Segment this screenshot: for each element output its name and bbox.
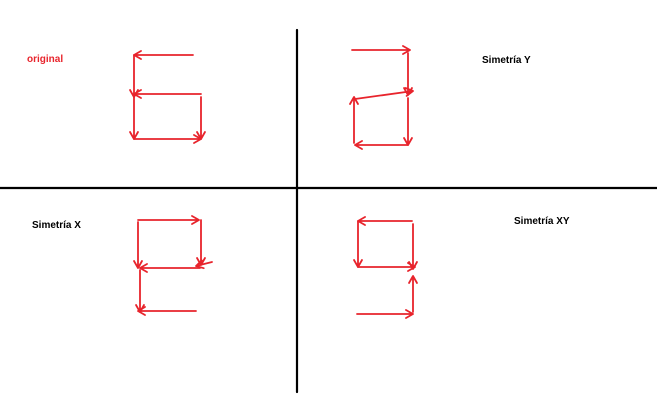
quadrant-dividers bbox=[0, 28, 657, 394]
original-arrow-top bbox=[133, 50, 194, 60]
original-arrow-lower-right bbox=[196, 96, 206, 140]
sym-x-arrow-top bbox=[137, 215, 200, 225]
sym-y-arrow-lower-left bbox=[349, 96, 359, 144]
digit-figures bbox=[129, 45, 418, 319]
original-arrow-bottom bbox=[133, 134, 202, 144]
original-arrow-upper-left bbox=[129, 54, 139, 98]
sym-xy-arrow-upper-left bbox=[353, 220, 363, 268]
sym-y-arrow-bottom bbox=[354, 140, 409, 150]
sym-x-arrow-middle bbox=[139, 263, 201, 273]
sym-x-arrow-upper-left bbox=[133, 221, 143, 269]
sym-x-arrow-lower-left bbox=[135, 269, 145, 313]
label-symmetry-x: Simetría X bbox=[32, 220, 81, 231]
original-arrow-middle bbox=[133, 89, 202, 99]
sym-x-arrow-bottom bbox=[137, 306, 197, 316]
label-original: original bbox=[27, 54, 64, 65]
sym-xy-arrow-bottom bbox=[356, 309, 414, 319]
sym-xy-arrow-middle bbox=[357, 262, 416, 272]
sym-y-arrow-middle bbox=[354, 87, 414, 100]
label-symmetry-y: Simetría Y bbox=[482, 55, 531, 66]
sym-x-arrow-tail bbox=[195, 259, 213, 270]
sym-xy-arrow-upper-right bbox=[408, 223, 418, 270]
sym-xy-arrow-lower-right bbox=[408, 275, 418, 313]
sym-x-arrow-upper-right bbox=[196, 219, 206, 266]
sym-y-arrow-lower-right bbox=[403, 97, 413, 146]
label-symmetry-xy: Simetría XY bbox=[514, 216, 570, 227]
sym-xy-arrow-top bbox=[357, 216, 413, 226]
sym-y-arrow-top bbox=[351, 45, 411, 55]
original-arrow-lower-left bbox=[129, 96, 139, 140]
